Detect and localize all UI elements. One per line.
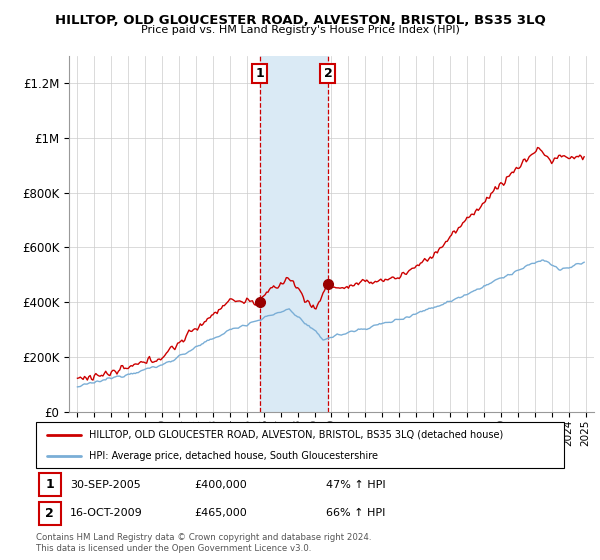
FancyBboxPatch shape	[36, 422, 564, 468]
FancyBboxPatch shape	[38, 502, 61, 525]
Text: Price paid vs. HM Land Registry's House Price Index (HPI): Price paid vs. HM Land Registry's House …	[140, 25, 460, 35]
FancyBboxPatch shape	[38, 473, 61, 496]
Text: 1: 1	[255, 67, 264, 80]
Text: 2: 2	[46, 507, 54, 520]
Bar	[260, 56, 328, 412]
Text: 47% ↑ HPI: 47% ↑ HPI	[326, 480, 386, 489]
Text: 2: 2	[323, 67, 332, 80]
Text: 30-SEP-2005: 30-SEP-2005	[70, 480, 141, 489]
Text: £465,000: £465,000	[194, 508, 247, 518]
Text: HILLTOP, OLD GLOUCESTER ROAD, ALVESTON, BRISTOL, BS35 3LQ: HILLTOP, OLD GLOUCESTER ROAD, ALVESTON, …	[55, 14, 545, 27]
Text: £400,000: £400,000	[194, 480, 247, 489]
Text: HPI: Average price, detached house, South Gloucestershire: HPI: Average price, detached house, Sout…	[89, 451, 378, 461]
Text: 66% ↑ HPI: 66% ↑ HPI	[326, 508, 386, 518]
Text: 1: 1	[46, 478, 54, 491]
Text: 16-OCT-2009: 16-OCT-2009	[70, 508, 143, 518]
Text: Contains HM Land Registry data © Crown copyright and database right 2024.
This d: Contains HM Land Registry data © Crown c…	[36, 533, 371, 553]
Text: HILLTOP, OLD GLOUCESTER ROAD, ALVESTON, BRISTOL, BS35 3LQ (detached house): HILLTOP, OLD GLOUCESTER ROAD, ALVESTON, …	[89, 430, 503, 440]
